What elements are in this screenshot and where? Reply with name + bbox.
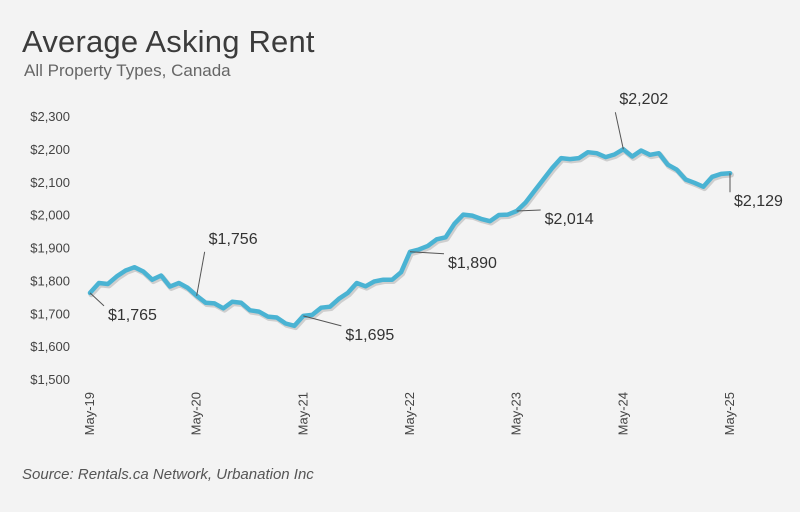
annotation-label: $2,202	[619, 91, 668, 108]
x-axis: May-19 May-20 May-21 May-22 May-23 May-24 May-…	[82, 392, 737, 435]
x-tick-label: May-24	[615, 392, 630, 435]
x-tick-label: May-25	[722, 392, 737, 435]
annotation-label: $1,890	[448, 255, 497, 272]
y-tick-label: $1,900	[30, 241, 70, 256]
x-tick-label: May-22	[402, 392, 417, 435]
series-group	[87, 146, 734, 331]
annotation-leader	[89, 292, 105, 307]
annotation-label: $2,129	[734, 193, 783, 210]
annotation-leader	[409, 251, 445, 255]
annotation-label: $1,765	[108, 307, 157, 324]
y-tick-label: $2,200	[30, 142, 70, 157]
annotations: $1,765 $1,756 $1,695 $1,890 $2,014 $2,202 $2,1…	[89, 91, 783, 344]
annotation-leader	[303, 315, 342, 327]
x-tick-label: May-23	[509, 392, 524, 435]
annotation-leader	[196, 251, 206, 296]
y-tick-label: $1,800	[30, 273, 70, 288]
y-tick-label: $1,600	[30, 339, 70, 354]
y-tick-label: $2,300	[30, 109, 70, 124]
annotation-leader	[614, 112, 624, 150]
annotation-leader	[516, 209, 541, 212]
annotation-label: $2,014	[545, 211, 594, 228]
x-tick-label: May-19	[82, 392, 97, 435]
x-tick-label: May-20	[189, 392, 204, 435]
y-tick-label: $1,500	[30, 372, 70, 387]
x-tick-label: May-21	[295, 392, 310, 435]
series-line	[87, 146, 733, 329]
annotation-label: $1,695	[345, 327, 394, 344]
source-note: Source: Rentals.ca Network, Urbanation I…	[22, 466, 314, 483]
y-tick-label: $2,000	[30, 208, 70, 223]
y-axis: $1,500 $1,600 $1,700 $1,800 $1,900 $2,000 $2,1…	[30, 109, 70, 387]
chart-title: Average Asking Rent	[22, 24, 315, 59]
chart-subtitle: All Property Types, Canada	[24, 61, 231, 80]
annotation-label: $1,756	[209, 231, 258, 248]
series-line-shadow	[88, 148, 734, 331]
y-tick-label: $2,100	[30, 175, 70, 190]
y-tick-label: $1,700	[30, 306, 70, 321]
